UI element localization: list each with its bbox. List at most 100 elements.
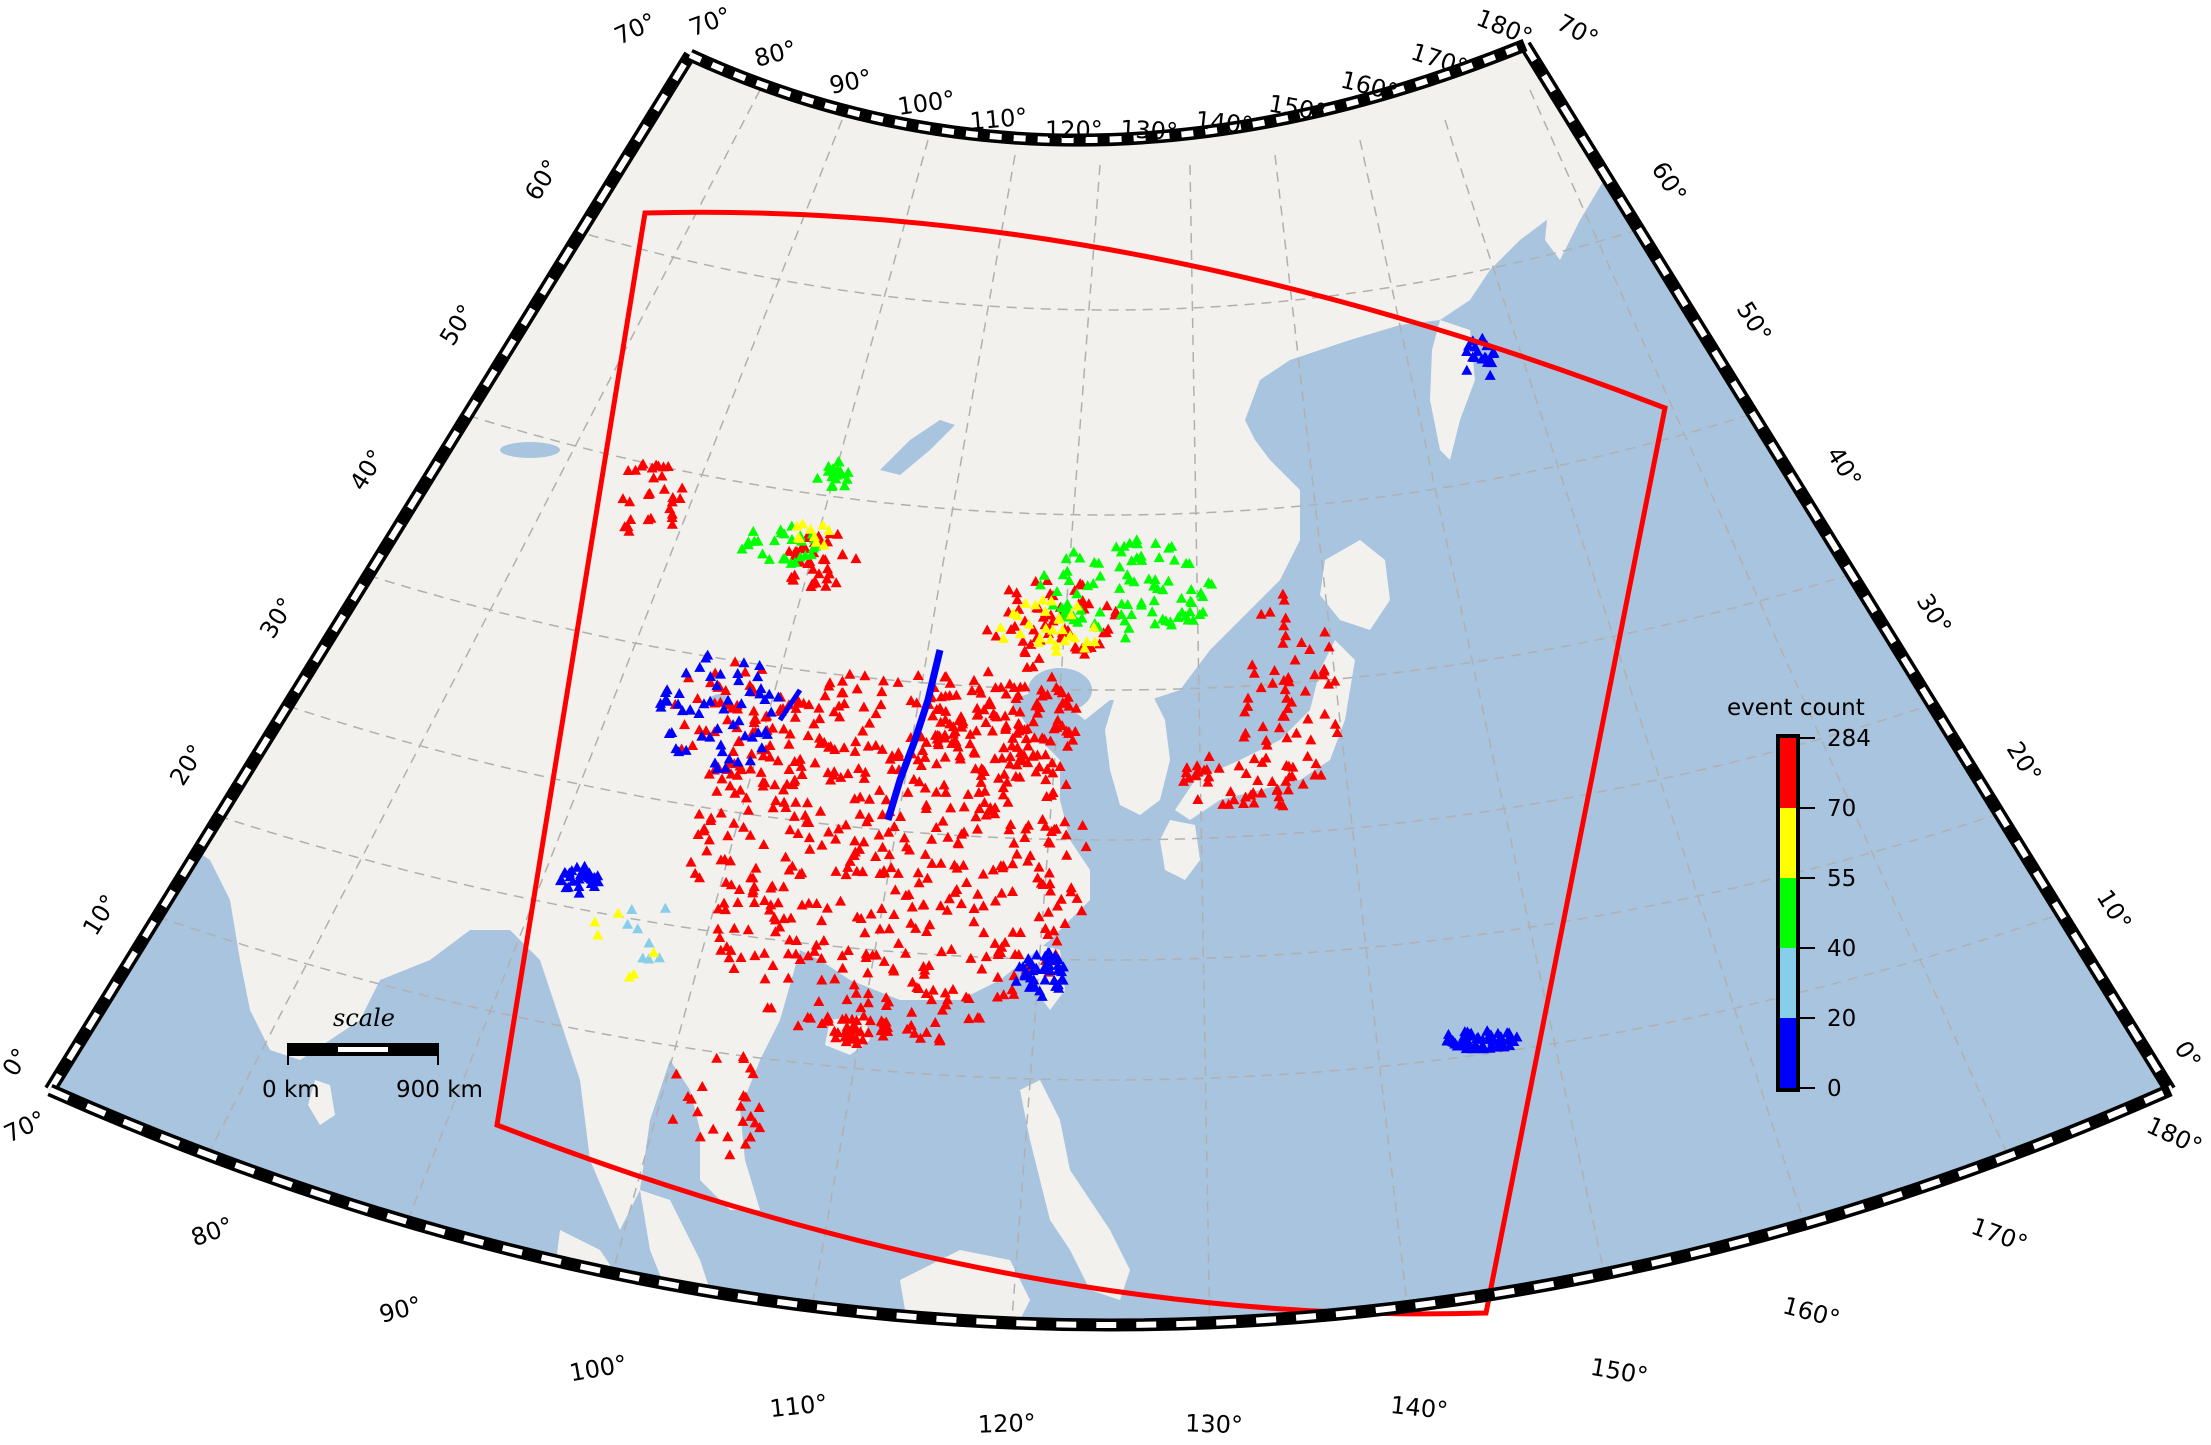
station-triangle <box>1178 775 1190 786</box>
station-triangle <box>1042 928 1054 939</box>
station-triangle <box>1003 824 1015 835</box>
station-triangle <box>989 802 1001 813</box>
station-triangle <box>1280 775 1292 786</box>
station-triangle <box>910 922 922 933</box>
station-triangle <box>573 880 585 891</box>
top-lon-label: 70° <box>1552 9 1603 54</box>
station-triangle <box>973 786 985 797</box>
station-triangle <box>830 577 842 588</box>
station-triangle <box>763 553 775 564</box>
station-triangle <box>749 713 761 724</box>
station-triangle <box>724 780 736 791</box>
station-triangle <box>1281 692 1293 703</box>
station-triangle <box>733 675 745 686</box>
station-triangle <box>805 549 817 560</box>
station-triangle <box>883 826 895 837</box>
station-triangle <box>1296 637 1308 648</box>
station-triangle <box>732 897 744 908</box>
station-triangle <box>707 1123 719 1134</box>
station-triangle <box>833 456 845 467</box>
station-triangle <box>1006 885 1018 896</box>
station-triangle <box>705 677 717 688</box>
station-triangle <box>850 1023 862 1034</box>
station-triangle <box>883 923 895 934</box>
station-triangle <box>1033 652 1045 663</box>
station-triangle <box>666 518 678 529</box>
station-triangle <box>862 988 874 999</box>
station-triangle <box>1225 786 1237 797</box>
station-triangle <box>1274 798 1286 809</box>
station-triangle <box>964 728 976 739</box>
station-triangle <box>955 898 967 909</box>
station-triangle <box>759 894 771 905</box>
station-triangle <box>1045 955 1057 966</box>
station-triangle <box>1047 786 1059 797</box>
station-triangle <box>1019 832 1031 843</box>
station-triangle <box>906 901 918 912</box>
station-triangle <box>842 861 854 872</box>
station-triangle <box>908 1027 920 1038</box>
station-triangle <box>693 808 705 819</box>
station-triangle <box>676 705 688 716</box>
station-triangle <box>1013 961 1025 972</box>
station-triangle <box>660 693 672 704</box>
station-triangle <box>1047 767 1059 778</box>
station-triangle <box>794 551 806 562</box>
station-triangle <box>712 903 724 914</box>
station-triangle <box>883 849 895 860</box>
station-triangle <box>1044 633 1056 644</box>
station-triangle <box>942 994 954 1005</box>
station-triangle <box>1239 727 1251 738</box>
station-triangle <box>854 843 866 854</box>
station-triangle <box>1028 732 1040 743</box>
station-triangle <box>1027 661 1039 672</box>
station-triangle <box>1484 369 1496 380</box>
station-triangle <box>778 723 790 734</box>
station-triangle <box>854 808 866 819</box>
station-triangle <box>786 860 798 871</box>
station-triangle <box>997 862 1009 873</box>
station-triangle <box>837 687 849 698</box>
station-triangle <box>783 545 795 556</box>
station-triangle <box>1017 635 1029 646</box>
station-triangle <box>1148 580 1160 591</box>
top-lon-label: 100° <box>896 85 957 121</box>
station-triangle <box>1050 645 1062 656</box>
station-triangle <box>769 779 781 790</box>
station-triangle <box>920 987 932 998</box>
station-triangle <box>935 900 947 911</box>
station-triangle <box>624 496 636 507</box>
station-triangle <box>1067 734 1079 745</box>
station-triangle <box>1194 609 1206 620</box>
station-triangle <box>1028 624 1040 635</box>
station-triangle <box>796 867 808 878</box>
station-triangle <box>1081 635 1093 646</box>
station-triangle <box>1040 622 1052 633</box>
station-triangle <box>1077 819 1089 830</box>
station-triangle <box>1149 618 1161 629</box>
station-triangle <box>715 807 727 818</box>
station-triangle <box>1020 733 1032 744</box>
frame-top-inner <box>688 42 1527 143</box>
station-triangle <box>663 727 675 738</box>
station-triangle <box>1040 961 1052 972</box>
station-triangle <box>957 859 969 870</box>
station-triangle <box>769 926 781 937</box>
station-triangle <box>1056 720 1068 731</box>
station-triangle <box>826 481 838 492</box>
land-japan-honshu <box>1175 640 1355 820</box>
station-triangle <box>1011 759 1023 770</box>
station-triangle <box>1183 772 1195 783</box>
station-triangle <box>780 802 792 813</box>
station-triangle <box>809 576 821 587</box>
station-triangle <box>911 697 923 708</box>
top-lon-label: 120° <box>1045 116 1103 144</box>
station-triangle <box>870 708 882 719</box>
station-triangle <box>754 1122 766 1133</box>
station-triangle <box>1059 917 1071 928</box>
station-triangle <box>589 916 601 927</box>
station-triangle <box>1282 784 1294 795</box>
colorbar-tick-label: 0 <box>1827 1076 1842 1102</box>
station-triangle <box>926 833 938 844</box>
